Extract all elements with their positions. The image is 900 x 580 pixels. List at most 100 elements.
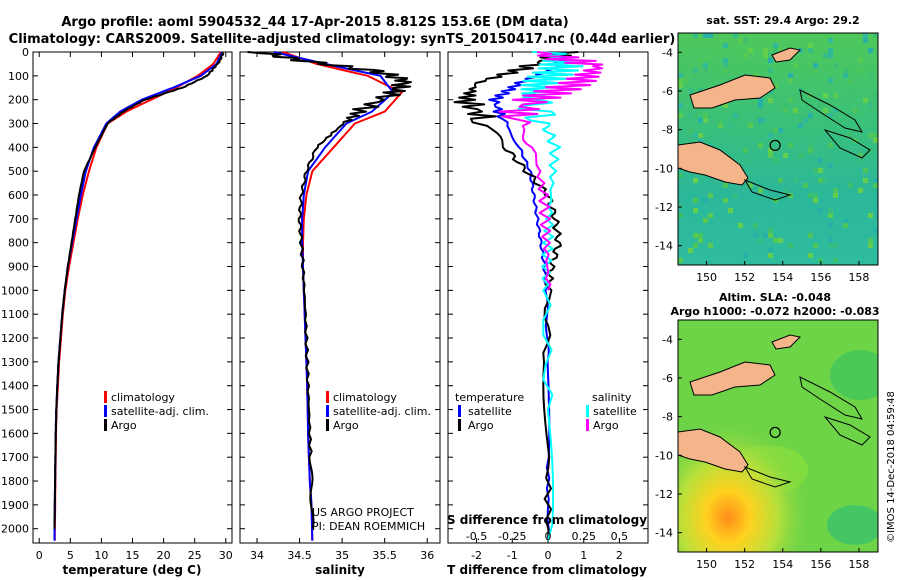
sst-pixel xyxy=(873,138,878,143)
lon-tick-label: 154 xyxy=(772,271,793,284)
sst-pixel xyxy=(753,223,758,228)
sla-map-title: Altim. SLA: -0.048 xyxy=(719,291,831,304)
sst-pixel xyxy=(858,58,863,63)
sst-pixel xyxy=(788,78,793,83)
x-tick-label: 36 xyxy=(420,549,434,562)
lat-tick-label: -10 xyxy=(655,162,673,175)
sst-pixel xyxy=(758,218,763,223)
depth-tick-label: 1700 xyxy=(1,451,29,464)
sst-pixel xyxy=(748,123,753,128)
x-tick-label: -1 xyxy=(507,549,518,562)
sst-pixel xyxy=(763,53,768,58)
sst-pixel xyxy=(843,223,848,228)
sst-pixel xyxy=(693,68,698,73)
lat-tick-label: -4 xyxy=(662,333,673,346)
x-tick-label: 15 xyxy=(126,549,140,562)
sst-pixel xyxy=(718,123,723,128)
sst-pixel xyxy=(868,238,873,243)
depth-tick-label: 1200 xyxy=(1,332,29,345)
sst-pixel xyxy=(703,198,708,203)
depth-tick-label: 1600 xyxy=(1,427,29,440)
salinity-xlabel: salinity xyxy=(315,563,365,577)
sst-pixel xyxy=(708,143,713,148)
difference-depth-ticks xyxy=(448,51,648,530)
sst-pixel xyxy=(723,103,728,108)
sst-pixel xyxy=(693,133,698,138)
sst-pixel xyxy=(703,218,708,223)
legend-swatch-argo xyxy=(104,419,107,431)
sst-pixel xyxy=(738,38,743,43)
sst-pixel xyxy=(743,158,748,163)
sst-pixel xyxy=(823,133,828,138)
sst-pixel xyxy=(773,48,778,53)
depth-tick-label: 600 xyxy=(8,189,29,202)
sst-pixel xyxy=(708,213,713,218)
sst-pixel xyxy=(678,73,683,78)
lon-tick-label: 150 xyxy=(696,558,717,571)
sst-pixel xyxy=(743,38,748,43)
sst-map-lon-axis: 150 152 154 156 158 xyxy=(696,261,869,284)
sst-pixel xyxy=(848,133,853,138)
legend-label-s-argo: Argo xyxy=(593,419,619,432)
sla-map: Altim. SLA: -0.048 Argo h1000: -0.072 h2… xyxy=(655,291,880,571)
lat-tick-label: -14 xyxy=(655,240,673,253)
legend-label-satellite: satellite-adj. clim. xyxy=(333,405,431,418)
series-t-satellite xyxy=(488,51,567,541)
sst-pixel xyxy=(733,113,738,118)
depth-tick-label: 1800 xyxy=(1,475,29,488)
sst-pixel xyxy=(698,108,703,113)
s-difference-tick-label: 0 xyxy=(545,530,552,543)
sst-pixel xyxy=(693,198,698,203)
lon-tick-label: 158 xyxy=(848,271,869,284)
lon-tick-label: 158 xyxy=(848,558,869,571)
sst-pixel xyxy=(713,128,718,133)
legend-label-argo: Argo xyxy=(333,419,359,432)
sst-pixel xyxy=(768,153,773,158)
sst-pixel xyxy=(828,78,833,83)
sst-pixel xyxy=(763,48,768,53)
sst-pixel xyxy=(763,233,768,238)
sst-pixel xyxy=(698,58,703,63)
sst-pixel xyxy=(778,48,783,53)
sst-pixel xyxy=(688,128,693,133)
depth-axis: 0 100 200 300 400 500 600 700 800 900 1000 1100 1200… xyxy=(1,46,232,536)
sst-pixel xyxy=(703,63,708,68)
legend-swatch-climatology xyxy=(326,391,329,403)
sst-pixel xyxy=(768,253,773,258)
sst-pixel xyxy=(833,63,838,68)
x-tick-label: 30 xyxy=(219,549,233,562)
sst-pixel xyxy=(873,178,878,183)
sst-pixel xyxy=(858,68,863,73)
sst-pixel xyxy=(808,193,813,198)
sst-pixel xyxy=(703,33,708,38)
sst-pixel xyxy=(778,238,783,243)
lat-tick-label: -10 xyxy=(655,449,673,462)
series-argo xyxy=(247,51,412,529)
sst-pixel xyxy=(858,168,863,173)
sst-pixel xyxy=(698,138,703,143)
sst-pixel xyxy=(798,48,803,53)
x-tick-label: 0 xyxy=(36,549,43,562)
difference-legend-temperature: temperature satellite Argo xyxy=(455,391,524,432)
sst-pixel xyxy=(678,83,683,88)
x-tick-label: -2 xyxy=(471,549,482,562)
series-t-argo xyxy=(453,51,579,541)
sla-map-lon-axis: 150 152 154 156 158 xyxy=(696,548,869,571)
new-ireland-land xyxy=(771,47,802,63)
solomon-islands-coast-2 xyxy=(823,416,871,446)
sst-pixel xyxy=(853,108,858,113)
sst-pixel xyxy=(808,43,813,48)
sst-pixel xyxy=(723,133,728,138)
sst-pixel xyxy=(833,93,838,98)
sst-pixel xyxy=(778,213,783,218)
sst-pixel xyxy=(723,68,728,73)
sst-pixel xyxy=(803,118,808,123)
lat-tick-label: -6 xyxy=(662,372,673,385)
sst-map: sat. SST: 29.4 Argo: 29.2 150 152 154 156 15… xyxy=(655,14,879,284)
sst-pixel xyxy=(843,68,848,73)
depth-tick-label: 1500 xyxy=(1,404,29,417)
x-tick-label: 5 xyxy=(67,549,74,562)
lat-tick-label: -8 xyxy=(662,411,673,424)
legend-swatch-satellite xyxy=(326,405,329,417)
sst-pixel xyxy=(863,38,868,43)
